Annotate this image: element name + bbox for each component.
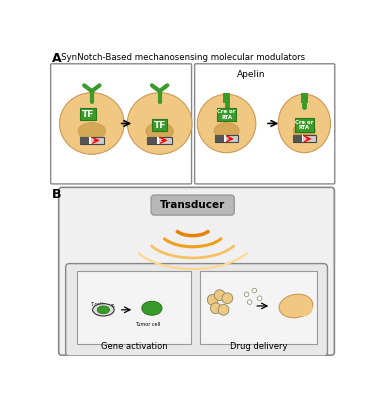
FancyBboxPatch shape [195, 64, 335, 184]
Text: Apelin: Apelin [237, 70, 265, 78]
Ellipse shape [127, 93, 192, 154]
Text: Cre or
RTA: Cre or RTA [295, 120, 314, 130]
Text: Tumor cell: Tumor cell [135, 322, 161, 327]
FancyBboxPatch shape [200, 271, 317, 344]
Text: Drug delivery: Drug delivery [230, 342, 288, 351]
FancyBboxPatch shape [217, 108, 236, 121]
Ellipse shape [59, 93, 124, 154]
FancyBboxPatch shape [293, 135, 316, 142]
Text: TF: TF [82, 110, 94, 119]
FancyBboxPatch shape [300, 93, 308, 104]
Circle shape [244, 292, 249, 297]
FancyBboxPatch shape [89, 137, 91, 144]
FancyBboxPatch shape [59, 187, 334, 355]
Text: A: A [52, 52, 61, 65]
FancyBboxPatch shape [215, 135, 224, 142]
FancyBboxPatch shape [223, 93, 230, 104]
Ellipse shape [214, 123, 239, 139]
Ellipse shape [97, 306, 109, 314]
FancyBboxPatch shape [66, 264, 327, 356]
Ellipse shape [92, 304, 114, 316]
Circle shape [258, 296, 262, 300]
Text: B: B [52, 188, 61, 201]
Text: SynNotch-Based mechanosensing molecular modulators: SynNotch-Based mechanosensing molecular … [61, 53, 305, 62]
FancyBboxPatch shape [79, 137, 104, 144]
Ellipse shape [298, 303, 312, 316]
FancyBboxPatch shape [295, 118, 314, 132]
Circle shape [247, 300, 252, 304]
FancyBboxPatch shape [152, 119, 167, 131]
Circle shape [211, 303, 221, 314]
Ellipse shape [279, 294, 313, 318]
Circle shape [214, 290, 225, 300]
Circle shape [218, 304, 229, 315]
FancyBboxPatch shape [77, 271, 191, 344]
FancyBboxPatch shape [80, 108, 96, 120]
FancyBboxPatch shape [51, 64, 191, 184]
FancyBboxPatch shape [293, 135, 302, 142]
Text: US: US [109, 304, 115, 309]
Ellipse shape [146, 123, 173, 140]
FancyBboxPatch shape [151, 195, 234, 215]
Ellipse shape [78, 123, 106, 140]
FancyBboxPatch shape [147, 137, 157, 144]
Ellipse shape [142, 301, 162, 315]
Text: Transducer: Transducer [160, 200, 225, 210]
FancyBboxPatch shape [79, 137, 89, 144]
FancyBboxPatch shape [302, 135, 303, 142]
Text: Gene activation: Gene activation [101, 342, 167, 351]
FancyBboxPatch shape [215, 135, 238, 142]
Circle shape [207, 294, 218, 305]
FancyBboxPatch shape [157, 137, 159, 144]
Circle shape [222, 293, 233, 304]
Text: Cre or
RTA: Cre or RTA [217, 109, 236, 120]
Circle shape [252, 288, 256, 293]
Ellipse shape [293, 123, 315, 139]
Ellipse shape [197, 94, 256, 153]
FancyBboxPatch shape [147, 137, 172, 144]
Text: TF: TF [153, 120, 166, 130]
Ellipse shape [278, 94, 331, 153]
Text: T cells: T cells [89, 302, 105, 307]
FancyBboxPatch shape [224, 135, 226, 142]
